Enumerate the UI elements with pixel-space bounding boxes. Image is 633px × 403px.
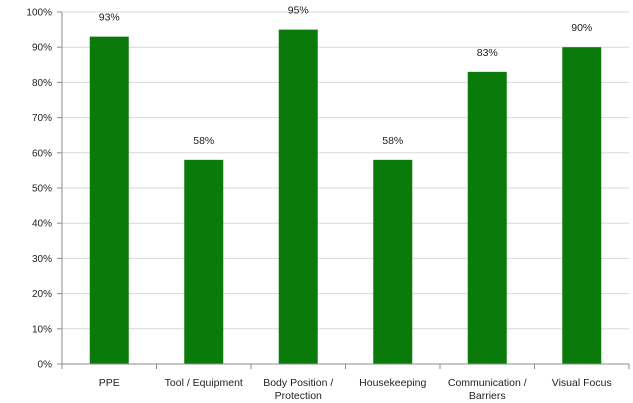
data-label: 58% — [193, 135, 214, 147]
data-label: 58% — [382, 135, 403, 147]
bar — [278, 29, 318, 364]
y-tick-label: 50% — [32, 184, 52, 195]
y-tick-label: 80% — [32, 78, 52, 89]
gridlines — [62, 11, 629, 330]
bar — [89, 36, 129, 364]
y-tick-label: 90% — [32, 43, 52, 54]
category-label: Housekeeping — [359, 377, 426, 389]
y-tick-label: 0% — [38, 360, 53, 371]
bar — [562, 47, 602, 364]
y-tick-label: 10% — [32, 324, 52, 335]
data-label: 93% — [99, 12, 120, 24]
bar — [184, 159, 224, 364]
y-tick-label: 40% — [32, 219, 52, 230]
y-tick-label: 60% — [32, 148, 52, 159]
y-tick-label: 30% — [32, 254, 52, 265]
data-label: 95% — [288, 5, 309, 17]
category-label: PPE — [99, 377, 120, 389]
data-label: 90% — [571, 22, 592, 34]
category-label: Body Position / Protection — [263, 377, 333, 402]
labels: 0% 10% 20% 30% 40% 50% 60% 70% 80% 90% 100% 93% PPE 5… — [26, 5, 611, 402]
bar — [373, 159, 413, 364]
bar — [467, 71, 507, 364]
y-tick-label: 20% — [32, 289, 52, 300]
bars — [89, 29, 602, 364]
axes — [57, 11, 630, 369]
category-label: Visual Focus — [552, 377, 612, 389]
category-label: Communication / Barriers — [448, 377, 527, 402]
y-tick-label: 100% — [26, 8, 52, 19]
category-label: Tool / Equipment — [165, 377, 243, 389]
data-label: 83% — [477, 47, 498, 59]
y-tick-label: 70% — [32, 113, 52, 124]
